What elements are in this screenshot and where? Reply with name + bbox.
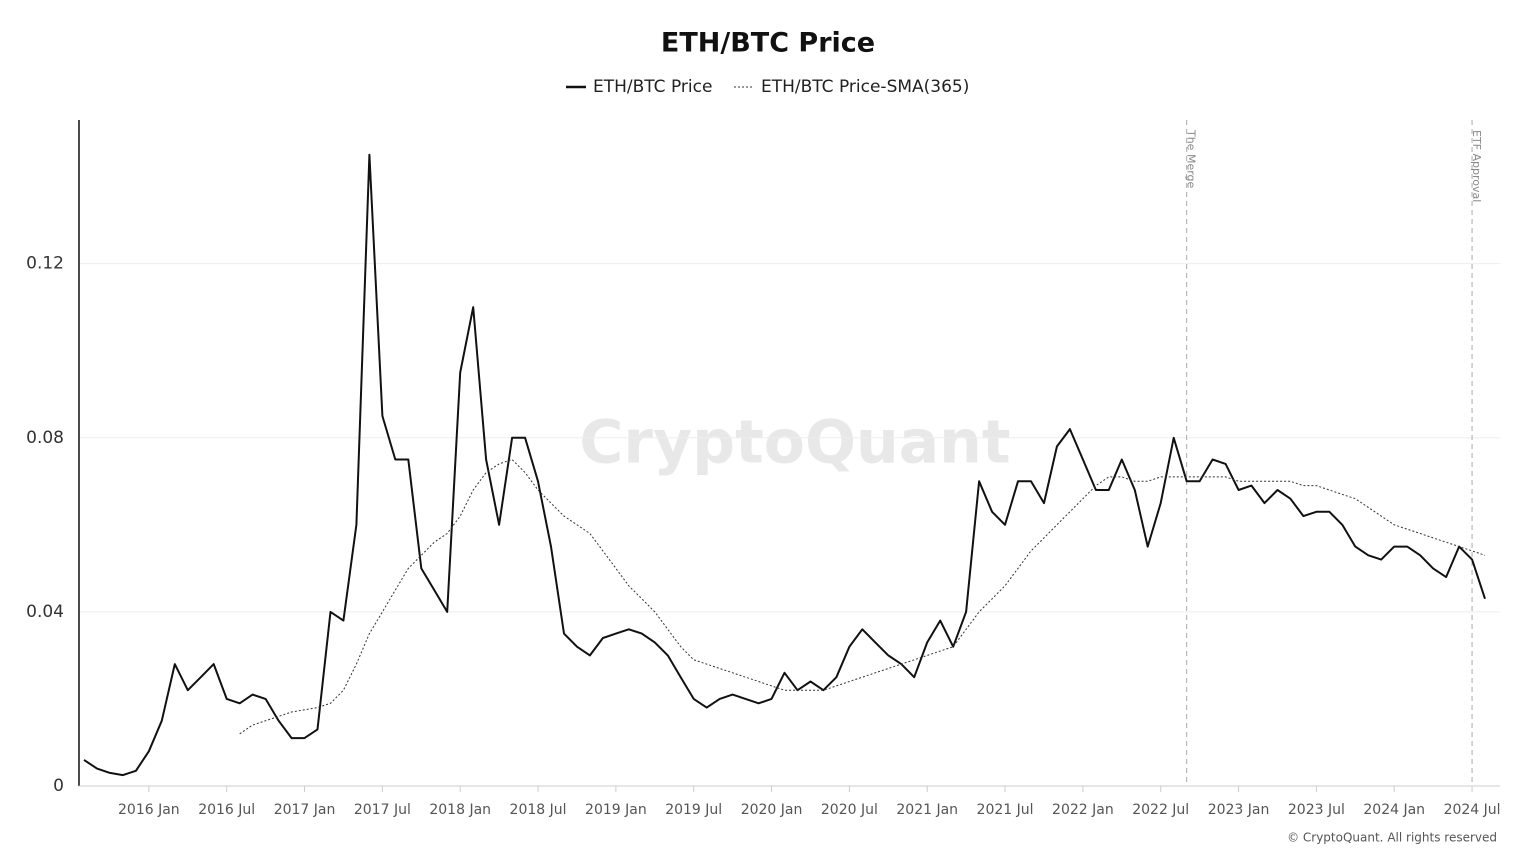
x-tick-label: 2023 Jan <box>1208 802 1270 818</box>
x-tick-label: 2019 Jul <box>665 802 722 818</box>
x-tick-label: 2023 Jul <box>1288 802 1345 818</box>
x-tick-label: 2021 Jul <box>977 802 1034 818</box>
series-line <box>83 153 1486 777</box>
x-tick-label: 2018 Jan <box>429 802 491 818</box>
footer: © CryptoQuant. All rights reserved <box>1287 831 1497 845</box>
x-tick-label: 2018 Jul <box>510 802 567 818</box>
y-tick-label: 0.12 <box>26 254 64 274</box>
legend-label: ETH/BTC Price <box>593 77 712 97</box>
x-tick-label: 2024 Jul <box>1444 802 1501 818</box>
annotation-label: The Merge <box>1185 129 1198 189</box>
x-tick-label: 2022 Jul <box>1132 802 1189 818</box>
watermark: CryptoQuant <box>579 408 1010 478</box>
x-tick-label: 2016 Jul <box>198 802 255 818</box>
x-tick-label: 2021 Jan <box>896 802 958 818</box>
x-tick-label: 2017 Jul <box>354 802 411 818</box>
series-line <box>239 459 1486 735</box>
x-tick-label: 2016 Jan <box>118 802 180 818</box>
y-tick-label: 0 <box>53 776 64 796</box>
x-tick-label: 2020 Jan <box>741 802 803 818</box>
x-tick-label: 2020 Jul <box>821 802 878 818</box>
annotation-label: ETF Approval <box>1470 130 1483 202</box>
x-tick-label: 2024 Jan <box>1363 802 1425 818</box>
y-tick-label: 0.08 <box>26 428 64 448</box>
chart-title: ETH/BTC Price <box>661 28 875 59</box>
x-tick-label: 2019 Jan <box>585 802 647 818</box>
y-tick-label: 0.04 <box>26 602 64 622</box>
legend-label: ETH/BTC Price-SMA(365) <box>761 77 969 97</box>
x-tick-label: 2022 Jan <box>1052 802 1114 818</box>
x-tick-label: 2017 Jan <box>274 802 336 818</box>
